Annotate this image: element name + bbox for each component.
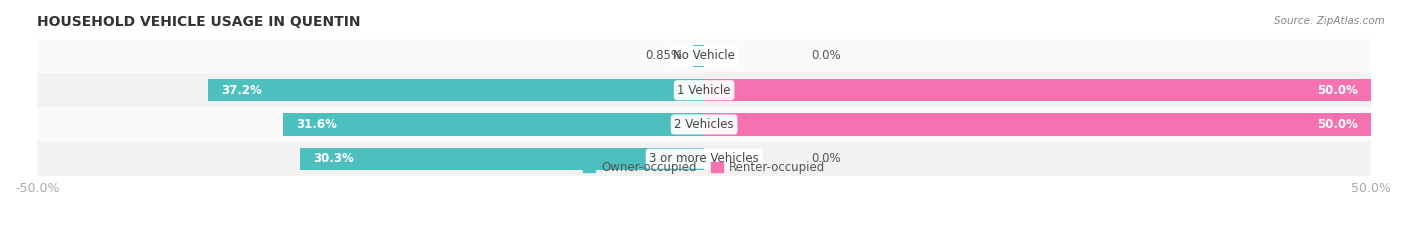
Bar <box>37 73 1371 107</box>
Text: 37.2%: 37.2% <box>221 84 262 97</box>
Text: 30.3%: 30.3% <box>314 152 354 165</box>
Text: Source: ZipAtlas.com: Source: ZipAtlas.com <box>1274 16 1385 26</box>
Bar <box>37 107 1371 142</box>
Text: 31.6%: 31.6% <box>297 118 337 131</box>
Text: 50.0%: 50.0% <box>1317 118 1358 131</box>
Text: 1 Vehicle: 1 Vehicle <box>678 84 731 97</box>
Text: HOUSEHOLD VEHICLE USAGE IN QUENTIN: HOUSEHOLD VEHICLE USAGE IN QUENTIN <box>37 15 361 29</box>
Bar <box>283 113 704 136</box>
Bar <box>208 79 704 101</box>
Bar <box>704 113 1371 136</box>
Legend: Owner-occupied, Renter-occupied: Owner-occupied, Renter-occupied <box>579 156 830 179</box>
Text: 50.0%: 50.0% <box>1317 84 1358 97</box>
Bar <box>37 142 1371 176</box>
Bar <box>37 39 1371 73</box>
Text: 0.0%: 0.0% <box>811 152 841 165</box>
Text: 0.85%: 0.85% <box>645 49 682 62</box>
Bar <box>693 45 704 67</box>
Text: 3 or more Vehicles: 3 or more Vehicles <box>650 152 759 165</box>
Bar <box>299 147 704 170</box>
Text: 0.0%: 0.0% <box>811 49 841 62</box>
Text: No Vehicle: No Vehicle <box>673 49 735 62</box>
Bar <box>704 79 1371 101</box>
Text: 2 Vehicles: 2 Vehicles <box>675 118 734 131</box>
